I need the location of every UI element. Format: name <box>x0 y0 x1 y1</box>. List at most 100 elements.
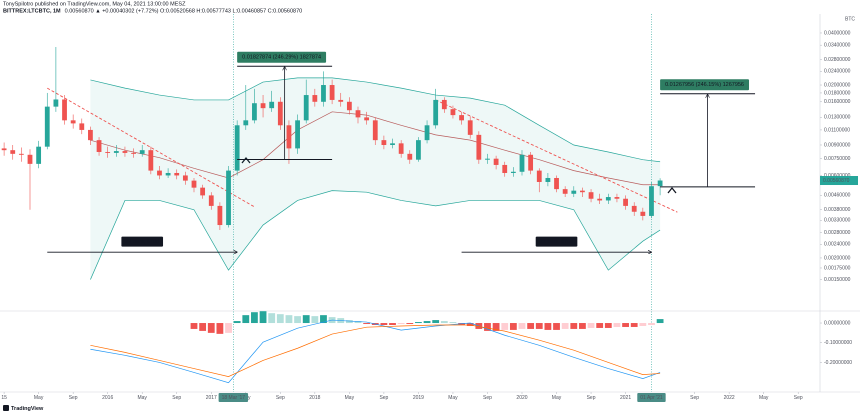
candle-body <box>217 205 223 226</box>
range-box <box>535 236 578 247</box>
y-tick-label: 0.00200000 <box>824 255 851 261</box>
quote: 0.00560870 ▲ +0.00040302 (+7.72%) O:0.00… <box>65 8 303 14</box>
histogram-bar <box>484 323 491 331</box>
candle-body <box>485 158 490 160</box>
histogram-bar <box>518 323 526 329</box>
x-tick-label: Sep <box>794 395 803 401</box>
cursor-tag-label: 18 Mar '17 <box>222 395 246 401</box>
candle-body <box>243 120 249 126</box>
histogram-bar <box>302 315 310 324</box>
histogram-bar <box>613 323 621 327</box>
x-tick-label: Sep <box>379 395 388 401</box>
y-tick-label: 0.01300000 <box>824 115 851 121</box>
histogram-bar <box>639 323 647 326</box>
candle-body <box>519 154 525 172</box>
candle-body <box>88 129 93 141</box>
y-tick-label: 0.02400000 <box>824 69 851 75</box>
histogram-bar <box>233 321 241 324</box>
symbol: BITTREX:LTCBTC, 1M <box>3 8 61 14</box>
author-line: TonySpilotro published on TradingView.co… <box>3 1 186 7</box>
histogram-bar <box>570 323 578 329</box>
candle-body <box>234 125 240 171</box>
histogram-bar <box>466 323 474 326</box>
histogram-bar <box>648 323 655 325</box>
histogram-bar <box>432 320 440 324</box>
candle-body <box>226 170 231 226</box>
candle-body <box>131 152 136 154</box>
trend-line <box>435 99 678 213</box>
candle-body <box>105 151 111 153</box>
y-tick-label: 0.01600000 <box>824 99 851 105</box>
x-tick-label: Sep <box>276 395 285 401</box>
candle-body <box>649 186 654 216</box>
histogram-bar <box>587 323 595 328</box>
cursor-tag-label: 01 Apr '21 <box>640 395 663 401</box>
candle-body <box>122 151 128 153</box>
x-tick-label: 15 <box>1 395 7 401</box>
candle-body <box>407 153 413 160</box>
x-tick-label: 2021 <box>620 395 631 401</box>
histogram-bar <box>294 316 301 324</box>
candle-body <box>157 170 162 176</box>
band-middle <box>90 111 661 186</box>
histogram-bar <box>596 323 604 328</box>
candle-body <box>139 150 145 154</box>
y-tick-label: -0.20000000 <box>824 360 852 366</box>
histogram-bar <box>656 319 664 324</box>
y-tick-label: 0.00600000 <box>824 173 851 179</box>
histogram-bar <box>535 323 543 329</box>
candle-body <box>346 101 352 111</box>
candle-body <box>441 99 447 110</box>
candle-body <box>398 143 404 154</box>
candle-body <box>424 125 430 141</box>
x-tick-label: May <box>552 395 562 401</box>
histogram-bar <box>380 323 388 325</box>
measure-box <box>237 51 327 63</box>
range-box <box>121 236 164 247</box>
histogram-bar <box>276 314 284 324</box>
histogram-bar <box>509 323 517 330</box>
histogram-bar <box>199 323 207 331</box>
histogram-bar <box>311 316 319 324</box>
y-tick-label: 0.00000000 <box>824 320 851 326</box>
histogram-bar <box>440 321 448 324</box>
candle-body <box>174 172 180 176</box>
histogram-bar <box>561 323 569 329</box>
y-tick-label: 0.00150000 <box>824 277 851 283</box>
candle-body <box>623 198 628 206</box>
candle-body <box>269 101 275 109</box>
x-tick-label: 2018 <box>309 395 320 401</box>
currency-label: BTC <box>845 16 855 22</box>
candle-body <box>53 99 59 107</box>
candle-body <box>286 125 292 149</box>
candle-body <box>433 99 439 126</box>
measure-box <box>660 79 750 91</box>
histogram-bar <box>527 323 535 329</box>
candle-body <box>390 143 395 145</box>
x-tick-label: Sep <box>587 395 596 401</box>
x-tick-label: May <box>759 395 769 401</box>
histogram-bar <box>415 322 422 324</box>
x-tick-label: 2020 <box>516 395 527 401</box>
x-tick-label: May <box>345 395 355 401</box>
candle-body <box>381 140 387 145</box>
candle-body <box>182 175 188 181</box>
histogram-bar <box>397 323 405 325</box>
candle-body <box>580 190 585 193</box>
histogram-bar <box>501 323 509 330</box>
candle-body <box>260 103 266 109</box>
x-tick-label: Sep <box>172 395 181 401</box>
candle-body <box>416 140 421 160</box>
candle-body <box>208 195 214 206</box>
candle-body <box>614 197 620 199</box>
candle-body <box>44 106 50 147</box>
histogram-bar <box>622 323 629 327</box>
histogram-bar <box>406 323 414 325</box>
candle-body <box>657 180 663 187</box>
candle-body <box>372 120 378 141</box>
candle-body <box>303 95 309 121</box>
candle-body <box>18 153 24 155</box>
y-tick-label: 0.00900000 <box>824 142 851 148</box>
histogram-bar <box>354 321 362 324</box>
